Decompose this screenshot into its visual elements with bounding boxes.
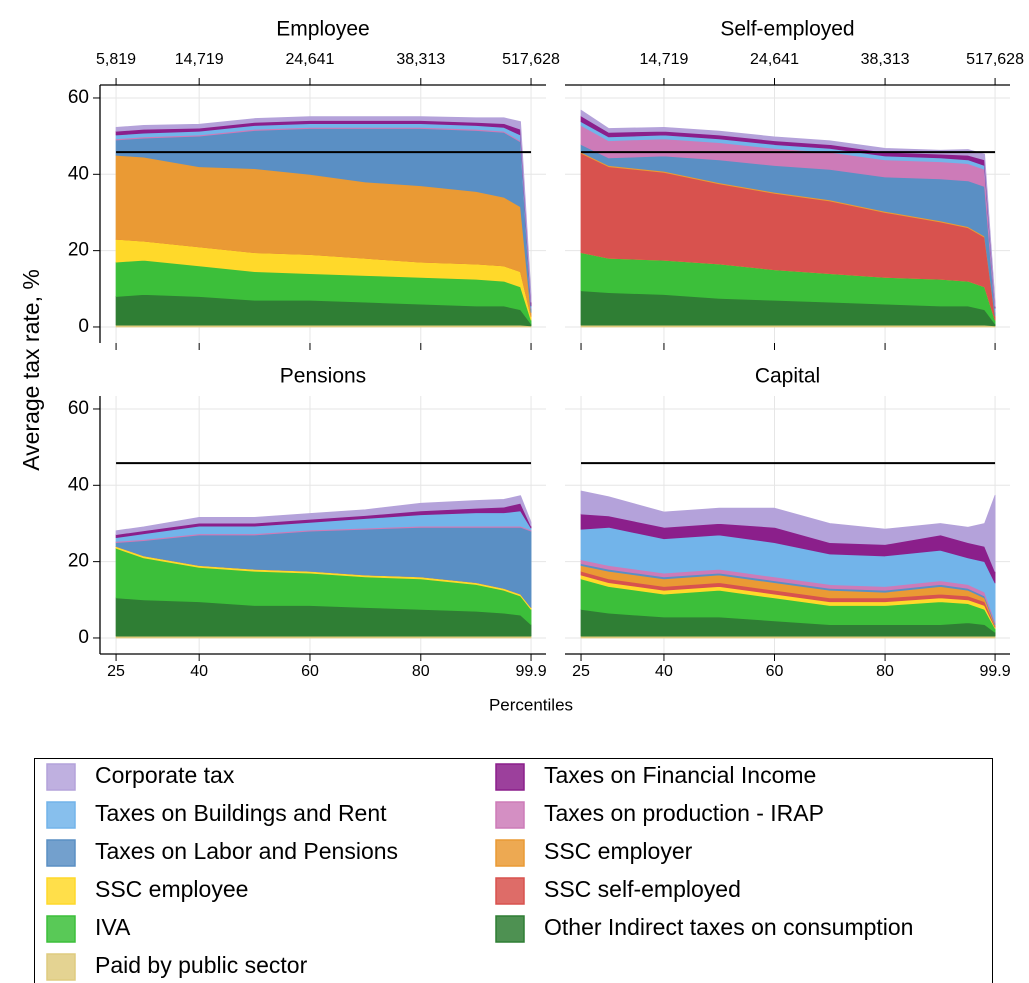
y-tick-label: 60 xyxy=(68,398,89,419)
legend-label: Corporate tax xyxy=(95,762,235,788)
x-tick-label: 40 xyxy=(190,663,208,680)
y-tick-label: 0 xyxy=(78,627,89,648)
x-tick-label: 80 xyxy=(412,663,430,680)
x-tick-label: 80 xyxy=(876,663,894,680)
legend-swatch xyxy=(495,915,525,943)
legend-swatch xyxy=(495,801,525,829)
legend-box xyxy=(34,758,993,983)
legend-swatch xyxy=(46,915,76,943)
y-tick-label: 40 xyxy=(68,474,89,495)
top-tick-label: 517,628 xyxy=(966,51,1024,68)
legend-label: SSC employee xyxy=(95,876,248,902)
y-tick-label: 20 xyxy=(68,240,89,261)
legend-label: Paid by public sector xyxy=(95,952,308,978)
legend-swatch xyxy=(46,877,76,905)
legend-label: Taxes on production - IRAP xyxy=(544,800,824,826)
y-tick-label: 20 xyxy=(68,551,89,572)
x-tick-label: 60 xyxy=(766,663,784,680)
panel-title: Employee xyxy=(276,18,369,41)
top-tick-label: 5,819 xyxy=(96,51,136,68)
legend-swatch xyxy=(46,953,76,981)
x-tick-label: 99.9 xyxy=(980,663,1011,680)
legend-label: SSC self-employed xyxy=(544,876,741,902)
top-tick-label: 14,719 xyxy=(639,51,688,68)
panel-title: Pensions xyxy=(280,365,366,388)
panel-title: Capital xyxy=(755,365,820,388)
legend-swatch xyxy=(46,801,76,829)
area xyxy=(115,116,532,303)
top-tick-label: 24,641 xyxy=(286,51,335,68)
legend-swatch xyxy=(495,763,525,791)
x-tick-label: 25 xyxy=(107,663,125,680)
x-axis-label: Percentiles xyxy=(489,695,573,714)
legend-label: SSC employer xyxy=(544,838,693,864)
y-tick-label: 0 xyxy=(78,316,89,337)
legend-label: Taxes on Financial Income xyxy=(544,762,816,788)
top-tick-label: 14,719 xyxy=(175,51,224,68)
top-tick-label: 517,628 xyxy=(502,51,560,68)
x-tick-label: 25 xyxy=(572,663,590,680)
area xyxy=(580,490,996,572)
legend-swatch xyxy=(495,877,525,905)
top-tick-label: 38,313 xyxy=(861,51,910,68)
x-tick-label: 99.9 xyxy=(515,663,546,680)
y-tick-label: 40 xyxy=(68,163,89,184)
y-tick-label: 60 xyxy=(68,87,89,108)
top-tick-label: 24,641 xyxy=(750,51,799,68)
legend-swatch xyxy=(495,839,525,867)
top-tick-label: 38,313 xyxy=(396,51,445,68)
area xyxy=(115,495,532,535)
x-tick-label: 60 xyxy=(301,663,319,680)
y-axis-label: Average tax rate, % xyxy=(18,269,44,471)
area xyxy=(580,109,996,307)
panel-title: Self-employed xyxy=(720,18,854,41)
legend-swatch xyxy=(46,763,76,791)
legend-label: IVA xyxy=(95,914,131,940)
legend-label: Taxes on Buildings and Rent xyxy=(95,800,387,826)
legend-label: Taxes on Labor and Pensions xyxy=(95,838,398,864)
legend-swatch xyxy=(46,839,76,867)
legend-label: Other Indirect taxes on consumption xyxy=(544,914,913,940)
x-tick-label: 40 xyxy=(655,663,673,680)
